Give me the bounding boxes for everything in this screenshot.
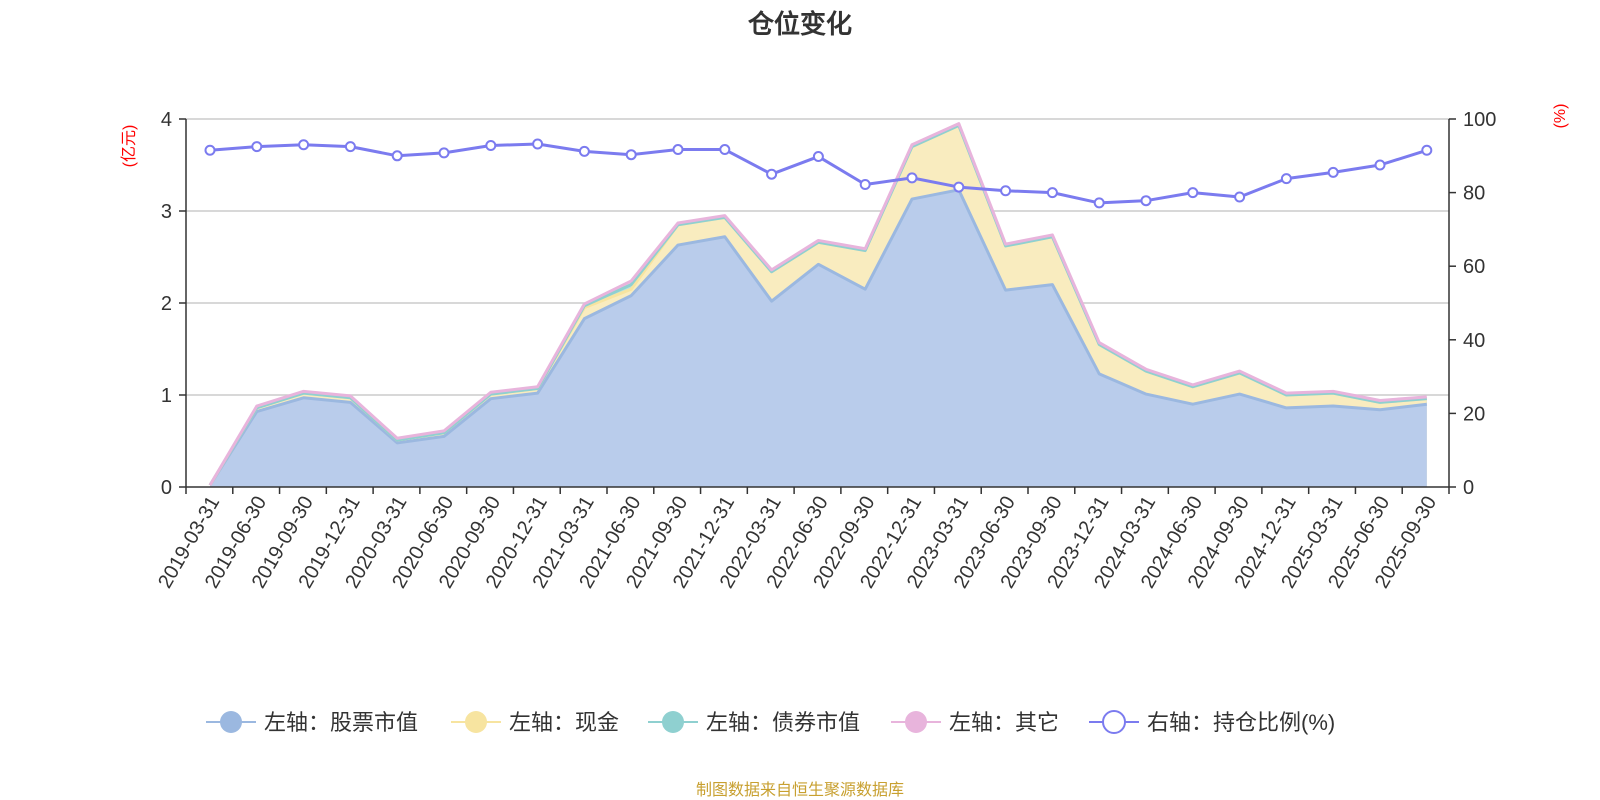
ratio-point (1140, 195, 1152, 207)
area-series (208, 122, 1427, 487)
left-tick-label: 1 (161, 385, 172, 407)
right-tick-label: 20 (1463, 403, 1485, 425)
ratio-point (485, 139, 497, 151)
area-line-3 (208, 122, 1427, 486)
ratio-point (1046, 187, 1058, 199)
ratio-line-series (204, 138, 1433, 209)
right-axis-unit: (%) (1552, 104, 1569, 129)
ratio-point (1000, 185, 1012, 197)
right-tick-label: 0 (1463, 477, 1474, 499)
legend-marker (905, 711, 927, 733)
legend-label: 左轴：债券市值 (706, 710, 860, 735)
ratio-point (1327, 166, 1339, 178)
ratio-point (1374, 159, 1386, 171)
right-tick-label: 40 (1463, 330, 1485, 352)
legend-label: 右轴：持仓比例(%) (1147, 710, 1335, 735)
left-tick-label: 4 (161, 109, 172, 131)
ratio-point (953, 181, 965, 193)
chart-title: 仓位变化 (747, 9, 852, 39)
area-line-2 (208, 123, 1427, 486)
left-tick-label: 0 (161, 477, 172, 499)
area-line-0 (208, 188, 1427, 486)
legend-marker (662, 711, 684, 733)
ratio-point (578, 145, 590, 157)
ratio-point (859, 179, 871, 191)
ratio-point (391, 150, 403, 162)
ratio-point (1234, 191, 1246, 203)
ratio-point (251, 141, 263, 153)
legend-marker (220, 711, 242, 733)
ratio-point (298, 139, 310, 151)
area-fill-0 (210, 189, 1427, 487)
ratio-point (438, 147, 450, 159)
ratio-point (344, 141, 356, 153)
right-tick-label: 80 (1463, 183, 1485, 205)
legend-label: 左轴：现金 (509, 710, 619, 735)
right-tick-label: 100 (1463, 109, 1496, 131)
ratio-point (766, 168, 778, 180)
ratio-point (1421, 144, 1433, 156)
ratio-point (204, 144, 216, 156)
ratio-point (1187, 187, 1199, 199)
ratio-point (719, 144, 731, 156)
left-tick-label: 3 (161, 201, 172, 223)
source-note: 制图数据来自恒生聚源数据库 (696, 781, 904, 799)
left-axis-unit: (亿元) (120, 125, 138, 168)
ratio-point (625, 149, 637, 161)
ratio-point (1280, 173, 1292, 185)
right-tick-label: 60 (1463, 256, 1485, 278)
legend: 左轴：股票市值 左轴：现金 左轴：债券市值 左轴：其它 右轴：持仓比例(%) (206, 710, 1335, 735)
left-tick-label: 2 (161, 293, 172, 315)
legend-marker (465, 711, 487, 733)
axes (179, 118, 1456, 494)
legend-marker (1102, 710, 1126, 734)
legend-label: 左轴：股票市值 (264, 710, 418, 735)
ratio-point (672, 144, 684, 156)
ratio-point (812, 151, 824, 163)
legend-label: 左轴：其它 (949, 710, 1059, 735)
ratio-point (532, 138, 544, 150)
ratio-point (906, 172, 918, 184)
ratio-point (1093, 197, 1105, 209)
